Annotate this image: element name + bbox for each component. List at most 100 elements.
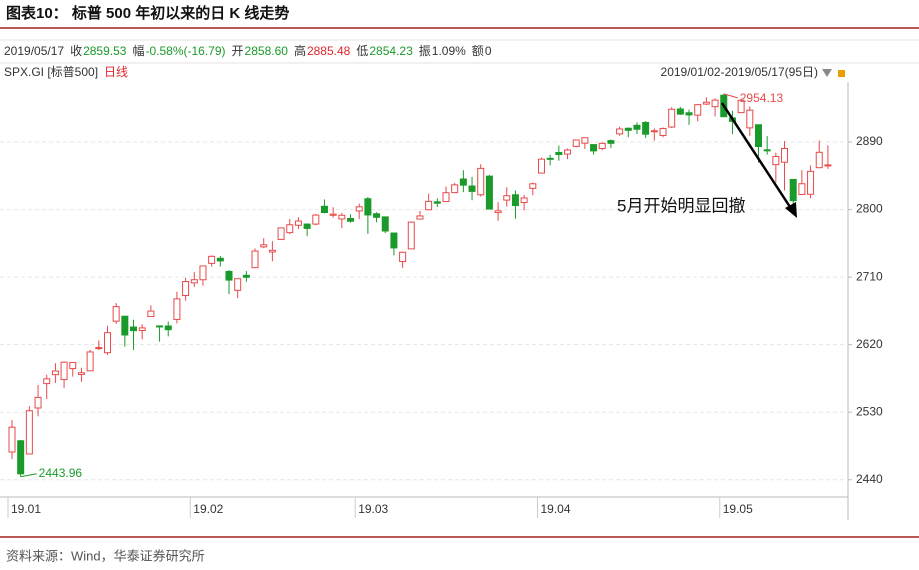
candle-body: [338, 214, 346, 220]
x-tick-label: 19.03: [358, 502, 388, 516]
candle-body: [190, 279, 198, 284]
candle-body: [34, 396, 42, 409]
candle-body: [43, 378, 51, 385]
candle-body: [381, 216, 389, 232]
low-label: 2443.96: [39, 466, 83, 480]
candle-body: [112, 306, 120, 322]
period: 日线: [104, 65, 128, 79]
candle-body: [511, 194, 519, 207]
candle-body: [277, 227, 285, 240]
candle-body: [138, 327, 146, 332]
candle-body: [364, 198, 372, 216]
high-label: 2954.13: [740, 91, 784, 105]
candle-body: [598, 142, 606, 150]
candle-body: [772, 156, 780, 166]
chart-title: 图表10： 标普 500 年初以来的日 K 线走势: [6, 4, 289, 22]
quote-label: 高: [294, 43, 306, 58]
candle-body: [789, 178, 797, 202]
candle-body: [373, 213, 381, 218]
candle-body: [25, 410, 33, 455]
quote-label: 低: [356, 44, 368, 58]
candle-body: [312, 214, 320, 225]
candle-body: [303, 223, 311, 229]
x-tick-label: 19.05: [723, 502, 753, 516]
candle-body: [564, 149, 572, 155]
y-tick-label: 2710: [856, 269, 883, 283]
quote-label: 收: [70, 44, 82, 58]
quote-label: 开: [232, 44, 244, 58]
candle-body: [294, 220, 302, 226]
candle-body: [537, 158, 545, 174]
candle-body: [86, 351, 94, 372]
candle-body: [642, 121, 650, 135]
x-tick-label: 19.01: [11, 502, 41, 516]
quote-label: 2019/05/17: [4, 44, 64, 58]
y-tick-label: 2620: [856, 337, 883, 351]
candle-body: [320, 205, 328, 213]
candle-body: [702, 101, 710, 105]
candle-body: [164, 325, 172, 331]
y-tick-label: 2890: [856, 134, 883, 148]
candle-body: [529, 183, 537, 189]
y-tick-label: 2530: [856, 404, 883, 418]
candle-body: [251, 250, 259, 269]
lock-icon[interactable]: [838, 70, 845, 77]
arrow-head: [785, 202, 797, 218]
candle-body: [668, 108, 676, 128]
candle-body: [754, 124, 762, 147]
candle-body: [477, 167, 485, 196]
candle-body: [616, 128, 624, 135]
candle-body: [208, 255, 216, 264]
candle-body: [77, 372, 85, 375]
candle-body: [268, 249, 276, 253]
candle-body: [711, 99, 719, 108]
candle-body: [407, 221, 415, 250]
high-leader: [723, 93, 738, 99]
quote-row: 2019/05/17 收 2859.53 幅 -0.58%(-16.79) 开 2858.6…: [4, 43, 492, 58]
dropdown-icon[interactable]: [822, 69, 832, 77]
quote-value: 0: [485, 44, 492, 58]
candle-body: [95, 347, 103, 350]
candle-body: [650, 130, 658, 133]
candle-body: [147, 310, 155, 318]
quote-value: 2854.23: [369, 44, 413, 58]
low-leader: [20, 473, 37, 478]
range-label: 2019/01/02-2019/05/17(95日): [661, 65, 818, 79]
candle-body: [824, 164, 832, 167]
candle-body: [173, 298, 181, 320]
candle-body: [234, 278, 242, 291]
candle-body: [781, 147, 789, 163]
candle-body: [355, 206, 363, 212]
candle-body: [60, 361, 68, 381]
candle-body: [468, 185, 476, 192]
candle-body: [494, 210, 502, 214]
candle-body: [581, 137, 589, 144]
x-tick-label: 19.02: [193, 502, 223, 516]
candle-body: [503, 195, 511, 201]
quote-value: 2859.53: [83, 44, 127, 58]
candle-body: [659, 128, 667, 136]
candle-body: [425, 200, 433, 211]
candle-body: [242, 274, 250, 278]
candle-body: [607, 140, 615, 144]
instrument: SPX.GI [标普500]: [4, 65, 98, 79]
candle-body: [51, 370, 59, 376]
x-tick-label: 19.04: [540, 502, 570, 516]
candle-body: [260, 244, 268, 248]
candle-body: [520, 197, 528, 204]
candle-body: [17, 440, 25, 475]
candle-body: [485, 175, 493, 210]
candle-body: [8, 426, 16, 453]
candle-body: [685, 112, 693, 116]
candle-body: [216, 257, 224, 262]
annotation: 5月开始明显回撤: [617, 196, 745, 215]
candle-body: [676, 108, 684, 115]
candle-body: [329, 213, 337, 216]
candle-body: [347, 217, 355, 222]
candle-body: [555, 151, 563, 155]
y-tick-label: 2440: [856, 472, 883, 486]
candle-body: [130, 326, 138, 332]
quote-label: 幅: [132, 43, 144, 58]
candle-body: [442, 192, 450, 202]
quote-value: 1.09%: [432, 44, 466, 58]
